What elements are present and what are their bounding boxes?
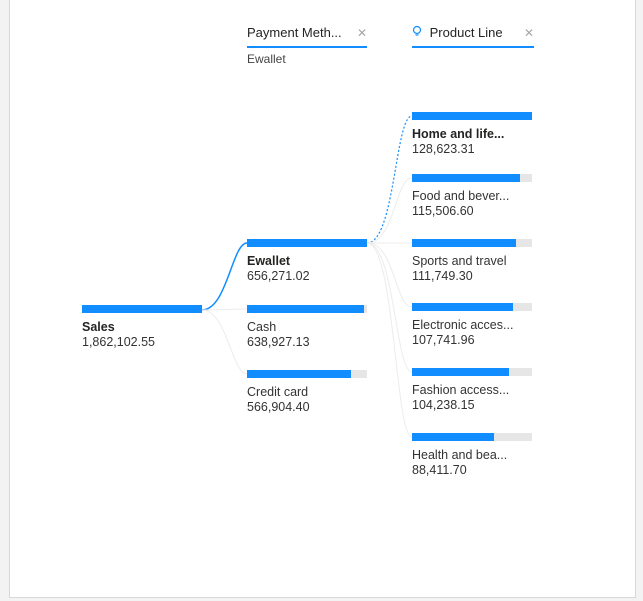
tree-node-sales[interactable]: Sales 1,862,102.55 xyxy=(82,305,202,350)
link-ewallet-food xyxy=(366,177,413,244)
link-sales-ewallet xyxy=(201,242,248,311)
node-bar xyxy=(82,305,202,313)
link-sales-cash xyxy=(201,308,248,311)
close-icon[interactable]: ✕ xyxy=(356,26,367,40)
node-label: Home and life... xyxy=(412,127,505,141)
node-value: 88,411.70 xyxy=(412,463,467,477)
node-bar xyxy=(412,174,532,182)
link-sales-credit xyxy=(201,309,248,375)
node-bar xyxy=(247,305,367,313)
node-value: 566,904.40 xyxy=(247,400,310,414)
decomposition-tree-visual: Payment Meth... ✕ Ewallet Product Line ✕… xyxy=(9,0,636,598)
node-bar xyxy=(247,239,367,247)
node-label: Cash xyxy=(247,320,277,334)
link-ewallet-electronic xyxy=(366,242,413,308)
node-value: 115,506.60 xyxy=(412,204,474,218)
level-header-label: Payment Meth... xyxy=(247,25,342,40)
tree-node-payment[interactable]: Credit card 566,904.40 xyxy=(247,370,367,415)
tree-node-payment[interactable]: Ewallet 656,271.02 xyxy=(247,239,367,284)
level-header-label: Product Line xyxy=(429,25,503,40)
node-label: Sales xyxy=(82,320,115,334)
level-selected-value: Ewallet xyxy=(247,52,286,66)
tree-node-product[interactable]: Food and bever... 115,506.60 xyxy=(412,174,532,219)
close-icon[interactable]: ✕ xyxy=(523,26,534,40)
node-label: Electronic acces... xyxy=(412,318,514,332)
link-ewallet-health xyxy=(366,242,413,438)
node-bar xyxy=(412,239,532,247)
node-value: 1,862,102.55 xyxy=(82,335,155,349)
link-ewallet-fashion xyxy=(366,242,413,373)
level-header-payment-method[interactable]: Payment Meth... ✕ xyxy=(247,22,367,48)
level-header-product-line[interactable]: Product Line ✕ xyxy=(412,22,534,48)
tree-node-product[interactable]: Sports and travel 111,749.30 xyxy=(412,239,532,284)
node-bar xyxy=(412,433,532,441)
link-ewallet-home xyxy=(366,115,413,244)
node-label: Food and bever... xyxy=(412,189,510,203)
node-label: Ewallet xyxy=(247,254,291,268)
node-label: Credit card xyxy=(247,385,309,399)
node-value: 111,749.30 xyxy=(412,269,473,283)
tree-node-product[interactable]: Fashion access... 104,238.15 xyxy=(412,368,532,413)
node-value: 107,741.96 xyxy=(412,333,475,347)
node-label: Health and bea... xyxy=(412,448,508,462)
tree-connectors xyxy=(201,115,413,438)
node-bar xyxy=(412,112,532,120)
node-bar xyxy=(412,368,532,376)
node-value: 656,271.02 xyxy=(247,269,310,283)
node-bar xyxy=(412,303,532,311)
tree-node-product[interactable]: Electronic acces... 107,741.96 xyxy=(412,303,532,348)
tree-node-payment[interactable]: Cash 638,927.13 xyxy=(247,305,367,350)
node-label: Sports and travel xyxy=(412,254,507,268)
node-value: 128,623.31 xyxy=(412,142,475,156)
node-bar xyxy=(247,370,367,378)
tree-node-product[interactable]: Health and bea... 88,411.70 xyxy=(412,433,532,478)
tree-node-product[interactable]: Home and life... 128,623.31 xyxy=(412,112,532,157)
node-value: 638,927.13 xyxy=(247,335,310,349)
lightbulb-icon xyxy=(412,25,422,36)
node-value: 104,238.15 xyxy=(412,398,475,412)
node-label: Fashion access... xyxy=(412,383,510,397)
